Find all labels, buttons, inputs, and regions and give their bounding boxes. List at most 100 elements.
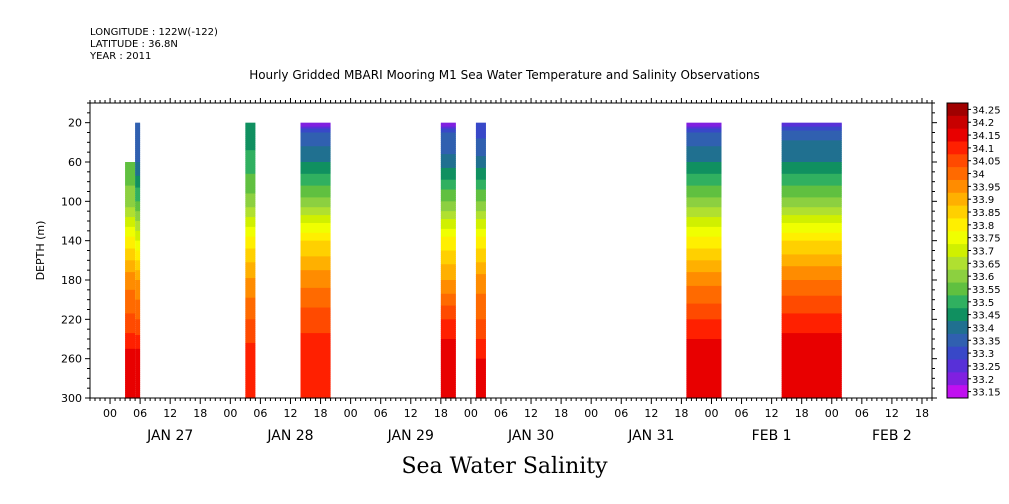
data-cell (300, 150, 331, 153)
data-cell (135, 122, 141, 126)
data-cell (440, 128, 456, 132)
data-cell (245, 252, 256, 256)
data-cell (125, 335, 136, 338)
data-cell (686, 342, 722, 346)
data-cell (686, 329, 722, 332)
data-cell (125, 171, 136, 175)
data-cell (135, 293, 141, 297)
data-cell (440, 264, 456, 267)
data-cell (125, 295, 136, 299)
colorbar-swatch (947, 167, 968, 181)
data-cell (300, 213, 331, 216)
data-cell (300, 364, 331, 368)
data-cell (475, 348, 486, 352)
data-cell (245, 154, 256, 157)
data-cell (686, 293, 722, 297)
data-cell (300, 185, 331, 189)
data-cell (135, 158, 141, 161)
data-cell (475, 270, 486, 273)
data-cell (300, 167, 331, 171)
data-cell (125, 260, 136, 263)
data-cell (135, 274, 141, 277)
x-hour-label: 12 (885, 407, 899, 420)
data-cell (686, 384, 722, 387)
data-cell (686, 154, 722, 157)
data-cell (135, 140, 141, 143)
data-cell (245, 179, 256, 183)
data-cell (440, 350, 456, 354)
data-cell (475, 317, 486, 320)
data-cell (245, 362, 256, 366)
data-cell (440, 368, 456, 372)
data-cell (440, 392, 456, 395)
x-hour-label: 06 (855, 407, 869, 420)
data-cell (440, 352, 456, 356)
data-cell (125, 394, 136, 397)
data-cell (245, 207, 256, 210)
data-cell (781, 254, 842, 257)
data-cell (781, 144, 842, 147)
data-cell (440, 219, 456, 222)
data-cell (300, 228, 331, 232)
data-cell (475, 368, 486, 372)
data-cell (135, 228, 141, 232)
data-cell (135, 305, 141, 309)
data-cell (781, 234, 842, 238)
data-cell (781, 323, 842, 326)
data-cell (245, 140, 256, 143)
data-cell (245, 340, 256, 344)
data-cell (781, 301, 842, 305)
data-cell (475, 215, 486, 218)
data-cell (440, 386, 456, 389)
data-cell (135, 276, 141, 279)
data-cell (245, 382, 256, 385)
data-cell (135, 392, 141, 395)
data-cell (125, 240, 136, 244)
data-cell (440, 179, 456, 183)
data-cell (135, 183, 141, 187)
data-cell (245, 169, 256, 173)
x-hour-label: 00 (464, 407, 478, 420)
x-day-label: JAN 27 (146, 428, 193, 444)
data-cell (781, 191, 842, 195)
data-cell (125, 207, 136, 210)
data-cell (781, 181, 842, 185)
data-cell (300, 179, 331, 183)
data-cell (135, 386, 141, 389)
data-cell (440, 203, 456, 206)
data-cell (125, 344, 136, 348)
data-cell (135, 187, 141, 191)
data-cell (300, 221, 331, 224)
data-cell (135, 362, 141, 366)
data-cell (300, 238, 331, 242)
data-cell (125, 270, 136, 273)
data-cell (781, 313, 842, 316)
data-cell (475, 130, 486, 134)
data-cell (475, 319, 486, 322)
data-cell (135, 323, 141, 326)
data-cell (135, 378, 141, 381)
x-day-label: JAN 28 (266, 428, 313, 444)
data-cell (686, 281, 722, 285)
data-cell (686, 165, 722, 169)
data-cell (475, 370, 486, 374)
data-cell (440, 362, 456, 366)
data-cell (686, 248, 722, 252)
data-cell (245, 193, 256, 197)
x-hour-label: 00 (825, 407, 839, 420)
data-cell (125, 195, 136, 198)
data-cell (125, 291, 136, 295)
data-cell (781, 179, 842, 183)
data-cell (440, 189, 456, 193)
data-cell (245, 392, 256, 395)
data-cell (125, 396, 136, 399)
data-cell (300, 226, 331, 230)
data-cell (300, 199, 331, 202)
data-cell (475, 209, 486, 212)
data-cell (440, 372, 456, 375)
x-day-label: JAN 29 (387, 428, 434, 444)
data-cell (686, 307, 722, 311)
data-cell (300, 152, 331, 155)
data-cell (125, 325, 136, 328)
data-cell (475, 339, 486, 342)
